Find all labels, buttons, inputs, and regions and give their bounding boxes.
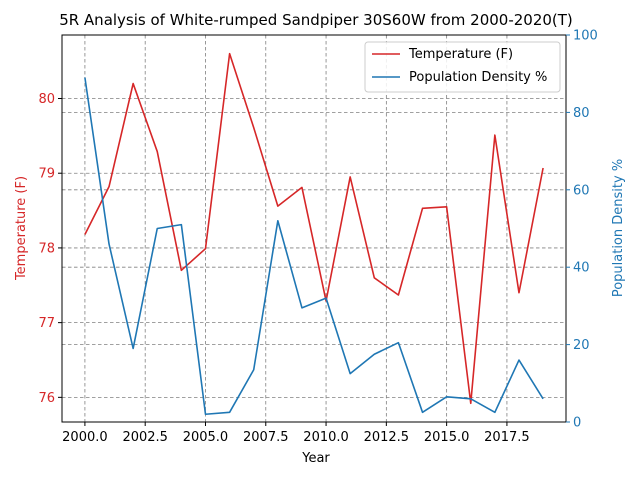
y-axis-right-title: Population Density % bbox=[611, 159, 626, 297]
x-axis-title: Year bbox=[301, 451, 330, 466]
y-tick-label-right: 60 bbox=[573, 183, 590, 198]
y-axis-left-title: Temperature (F) bbox=[14, 176, 29, 281]
chart-title: 5R Analysis of White-rumped Sandpiper 30… bbox=[59, 11, 573, 29]
y-tick-label-left: 77 bbox=[38, 316, 55, 331]
x-tick-label: 2012.5 bbox=[364, 430, 410, 445]
x-axis: 2000.0 2002.5 2005.0 2007.5 2010.0 2012.5 2015… bbox=[62, 422, 530, 445]
gridlines bbox=[62, 34, 566, 423]
legend-label-population: Population Density % bbox=[409, 70, 547, 85]
y-tick-label-left: 76 bbox=[38, 391, 55, 406]
y-tick-label-left: 79 bbox=[38, 167, 55, 182]
y-tick-label-left: 80 bbox=[38, 92, 55, 107]
series-lines bbox=[84, 52, 544, 416]
legend-box bbox=[364, 41, 561, 93]
x-tick-label: 2007.5 bbox=[243, 430, 289, 445]
y-axis-left: 76 77 78 79 80 bbox=[38, 92, 62, 406]
legend-label-temperature: Temperature (F) bbox=[408, 47, 513, 62]
y-tick-label-right: 100 bbox=[573, 29, 598, 44]
plot-frame bbox=[61, 34, 567, 423]
x-tick-label: 2017.5 bbox=[484, 430, 530, 445]
y-axis-right: 0 20 40 60 80 100 bbox=[566, 29, 598, 431]
y-tick-label-right: 0 bbox=[573, 416, 581, 431]
x-tick-label: 2000.0 bbox=[62, 430, 108, 445]
population-density-line bbox=[84, 77, 544, 416]
x-tick-label: 2015.0 bbox=[424, 430, 470, 445]
temperature-line bbox=[84, 52, 544, 405]
x-tick-label: 2002.5 bbox=[122, 430, 168, 445]
y-tick-label-left: 78 bbox=[38, 241, 55, 256]
y-tick-label-right: 20 bbox=[573, 338, 590, 353]
y-tick-label-right: 80 bbox=[573, 106, 590, 121]
legend: Temperature (F) Population Density % bbox=[364, 41, 561, 93]
y-tick-label-right: 40 bbox=[573, 261, 590, 276]
x-tick-label: 2010.0 bbox=[303, 430, 349, 445]
x-tick-label: 2005.0 bbox=[183, 430, 229, 445]
